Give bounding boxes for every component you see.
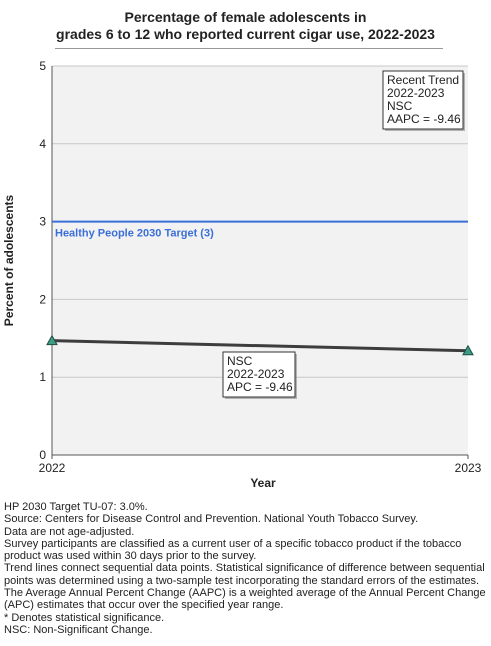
chart-title-line-2: grades 6 to 12 who reported current ciga… bbox=[56, 26, 435, 42]
data-point bbox=[46, 334, 58, 346]
segment-annotation-box-text: APC = -9.46 bbox=[227, 380, 293, 394]
footnote: Survey participants are classified as a … bbox=[4, 537, 462, 563]
y-axis-title: Percent of adolescents bbox=[2, 194, 16, 326]
footnote: * Denotes statistical significance. bbox=[4, 611, 165, 624]
footnote: HP 2030 Target TU-07: 3.0%. bbox=[4, 501, 148, 513]
x-tick-label: 2023 bbox=[455, 461, 482, 475]
recent-trend-box-text: 2022-2023 bbox=[387, 86, 445, 100]
footnote: NSC: Non-Significant Change. bbox=[4, 623, 153, 636]
series-line bbox=[51, 339, 469, 353]
x-tick-label: 2022 bbox=[39, 461, 66, 475]
data-point bbox=[462, 344, 474, 356]
y-tick-label: 3 bbox=[39, 215, 46, 229]
y-tick-label: 1 bbox=[39, 370, 46, 384]
footnote: Data are not age-adjusted. bbox=[4, 525, 135, 538]
chart-title: Percentage of female adolescents in grad… bbox=[0, 9, 491, 43]
footnotes: HP 2030 Target TU-07: 3.0%. Source: Cent… bbox=[4, 501, 491, 636]
title-divider bbox=[55, 48, 443, 49]
footnote: Source: Centers for Disease Control and … bbox=[4, 513, 419, 526]
line-chart: 0 1 2 3 4 5 2022 2023 Year Percent of adolescents… bbox=[2, 59, 482, 490]
footnote: The Average Annual Percent Change (AAPC)… bbox=[4, 587, 486, 612]
y-tick-label: 4 bbox=[39, 137, 46, 151]
chart-title-line-1: Percentage of female adolescents in bbox=[124, 9, 367, 25]
recent-trend-box-text: NSC bbox=[387, 99, 413, 113]
recent-trend-box-text: Recent Trend bbox=[387, 73, 459, 87]
x-axis-title: Year bbox=[250, 476, 276, 490]
plot-area: 0 1 2 3 4 5 2022 2023 Year Percent of adolescents… bbox=[2, 59, 482, 490]
y-tick-label: 2 bbox=[39, 292, 46, 306]
y-tick-label: 5 bbox=[39, 59, 46, 73]
target-label: Healthy People 2030 Target (3) bbox=[55, 228, 214, 240]
segment-annotation-box bbox=[222, 351, 296, 398]
y-tick-label: 0 bbox=[39, 448, 46, 462]
segment-annotation-box-text: 2022-2023 bbox=[227, 367, 285, 381]
segment-annotation-box-text: NSC bbox=[227, 354, 253, 368]
recent-trend-box-text: AAPC = -9.46 bbox=[387, 112, 461, 126]
footnote: Trend lines connect sequential data poin… bbox=[4, 562, 485, 587]
recent-trend-box bbox=[382, 70, 464, 130]
